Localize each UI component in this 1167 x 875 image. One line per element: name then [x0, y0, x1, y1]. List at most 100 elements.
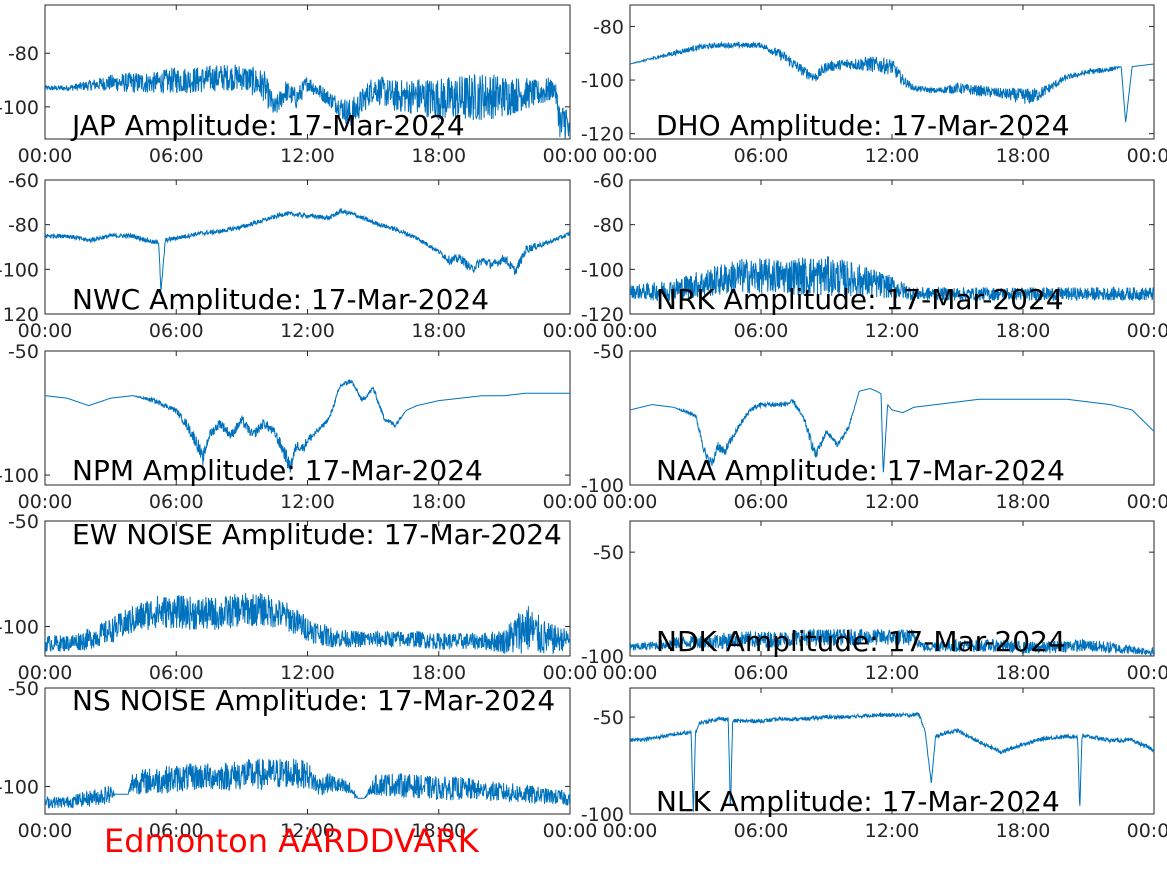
x-tick-label: 06:00 — [149, 145, 204, 167]
x-tick-label: 18:00 — [411, 320, 466, 342]
x-tick-label: 00:00 — [1127, 491, 1167, 513]
series-line — [630, 40, 1154, 123]
x-tick-label: 06:00 — [734, 662, 789, 684]
x-tick-label: 12:00 — [280, 320, 335, 342]
x-tick-label: 00:00 — [543, 491, 598, 513]
x-tick-label: 06:00 — [734, 145, 789, 167]
y-tick-label: -100 — [0, 776, 39, 798]
y-tick-label: -50 — [593, 542, 624, 564]
chart-panel-6: 00:00 06:00 12:00 18:00 00:00 -50 -100 NAA Ampl… — [581, 341, 1167, 513]
panel-title: NPM Amplitude: 17-Mar-2024 — [72, 454, 483, 487]
x-tick-label: 18:00 — [996, 320, 1051, 342]
y-tick-label: -50 — [593, 341, 624, 363]
y-tick-label: -100 — [581, 804, 624, 826]
chart-panel-7: 00:00 06:00 12:00 18:00 00:00 -50 -100 EW NOISE… — [0, 511, 597, 684]
y-tick-label: -100 — [0, 259, 39, 281]
x-tick-label: 06:00 — [734, 320, 789, 342]
x-tick-label: 00:00 — [1127, 145, 1167, 167]
panel-title: NDK Amplitude: 17-Mar-2024 — [656, 625, 1066, 658]
y-tick-label: -60 — [593, 170, 624, 192]
x-tick-label: 00:00 — [603, 145, 658, 167]
chart-panel-4: 00:00 06:00 12:00 18:00 00:00 -60 -80 -100 -120 N… — [581, 170, 1167, 342]
x-tick-label: 00:00 — [18, 320, 73, 342]
x-tick-label: 00:00 — [603, 491, 658, 513]
x-tick-label: 12:00 — [280, 491, 335, 513]
x-tick-label: 00:00 — [543, 820, 598, 842]
x-tick-label: 18:00 — [996, 145, 1051, 167]
panel-title: NRK Amplitude: 17-Mar-2024 — [656, 283, 1064, 316]
series-line — [630, 628, 1154, 656]
x-tick-label: 00:00 — [543, 662, 598, 684]
y-tick-label: -80 — [593, 215, 624, 237]
chart-panel-10: 00:00 06:00 12:00 18:00 00:00 -50 -100 NLK Ampl… — [581, 687, 1167, 842]
x-tick-label: 06:00 — [149, 662, 204, 684]
series-line — [45, 757, 570, 810]
x-tick-label: 18:00 — [411, 820, 466, 842]
series-line — [45, 379, 570, 473]
y-tick-label: -80 — [8, 215, 39, 237]
x-tick-label: 00:00 — [18, 145, 73, 167]
x-tick-label: 00:00 — [1127, 820, 1167, 842]
y-tick-label: -100 — [581, 70, 624, 92]
x-tick-label: 06:00 — [149, 491, 204, 513]
y-tick-label: -100 — [581, 475, 624, 497]
x-tick-label: 18:00 — [996, 662, 1051, 684]
x-tick-label: 06:00 — [149, 820, 204, 842]
x-tick-label: 00:00 — [543, 145, 598, 167]
y-tick-label: -100 — [0, 465, 39, 487]
panel-title: DHO Amplitude: 17-Mar-2024 — [656, 109, 1070, 142]
x-tick-label: 18:00 — [411, 145, 466, 167]
x-tick-label: 06:00 — [149, 320, 204, 342]
panel-title: NS NOISE Amplitude: 17-Mar-2024 — [72, 684, 555, 717]
x-tick-label: 12:00 — [865, 320, 920, 342]
x-tick-label: 12:00 — [280, 145, 335, 167]
x-tick-label: 12:00 — [280, 820, 335, 842]
x-tick-label: 00:00 — [603, 662, 658, 684]
x-tick-label: 00:00 — [18, 820, 73, 842]
x-tick-label: 00:00 — [18, 662, 73, 684]
panel-title: NAA Amplitude: 17-Mar-2024 — [656, 454, 1065, 487]
series-line — [630, 256, 1154, 302]
x-tick-label: 18:00 — [411, 491, 466, 513]
panel-title: JAP Amplitude: 17-Mar-2024 — [70, 109, 465, 142]
y-tick-label: -60 — [8, 170, 39, 192]
chart-panel-1: 00:00 06:00 12:00 18:00 00:00 -80 -100 JAP Ampl… — [0, 4, 598, 167]
series-line — [45, 64, 570, 139]
series-line — [45, 593, 570, 655]
y-tick-label: -120 — [581, 124, 624, 146]
series-line — [630, 388, 1154, 473]
y-tick-label: -100 — [581, 646, 624, 668]
x-tick-label: 18:00 — [996, 820, 1051, 842]
x-tick-label: 00:00 — [603, 820, 658, 842]
panel-title: NWC Amplitude: 17-Mar-2024 — [72, 283, 489, 316]
x-tick-label: 00:00 — [543, 320, 598, 342]
y-tick-label: -50 — [593, 707, 624, 729]
panel-title: NLK Amplitude: 17-Mar-2024 — [656, 785, 1060, 818]
x-tick-label: 18:00 — [411, 662, 466, 684]
y-tick-label: -100 — [0, 97, 39, 119]
y-tick-label: -100 — [0, 616, 39, 638]
y-tick-label: -80 — [8, 43, 39, 65]
y-tick-label: -120 — [581, 304, 624, 326]
x-tick-label: 12:00 — [280, 662, 335, 684]
y-tick-label: -80 — [593, 16, 624, 38]
chart-panel-2: 00:00 06:00 12:00 18:00 00:00 -80 -100 -120 DHO … — [581, 4, 1167, 167]
chart-panel-3: 00:00 06:00 12:00 18:00 00:00 -60 -80 -100 120 NW… — [0, 170, 597, 342]
y-tick-label: -50 — [8, 678, 39, 700]
x-tick-label: 00:00 — [1127, 320, 1167, 342]
y-tick-label: 120 — [3, 304, 39, 326]
x-tick-label: 00:00 — [1127, 662, 1167, 684]
x-tick-label: 00:00 — [18, 491, 73, 513]
series-line — [45, 207, 570, 291]
x-tick-label: 06:00 — [734, 491, 789, 513]
y-tick-label: -100 — [581, 259, 624, 281]
chart-panel-9: 00:00 06:00 12:00 18:00 00:00 -50 -100 NS NOISE… — [0, 678, 597, 842]
x-tick-label: 12:00 — [865, 145, 920, 167]
chart-panel-5: 00:00 06:00 12:00 18:00 00:00 -50 -100 NPM Ampl… — [0, 341, 597, 513]
y-tick-label: -50 — [8, 511, 39, 533]
series-line — [630, 711, 1154, 812]
chart-panel-8: 00:00 06:00 12:00 18:00 00:00 -50 -100 NDK Ampl… — [581, 520, 1167, 684]
x-tick-label: 18:00 — [996, 491, 1051, 513]
y-tick-label: -50 — [8, 341, 39, 363]
